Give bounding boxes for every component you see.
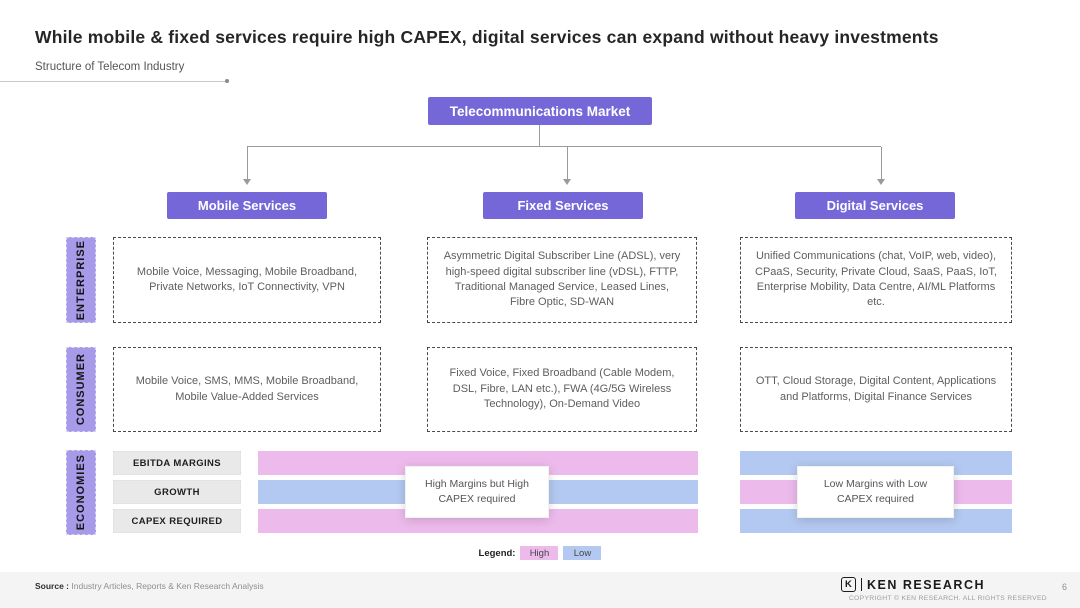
row-label-enterprise: ENTERPRISE: [66, 237, 96, 323]
brand-divider: [860, 578, 862, 591]
connector-fixed-stem: [567, 147, 568, 179]
arrow-down-icon: [877, 179, 885, 185]
metric-label-ebitda-margins: EBITDA MARGINS: [113, 451, 241, 475]
column-header-digital-services: Digital Services: [795, 192, 955, 219]
connector-branch-line: [247, 146, 881, 147]
legend: Legend: High Low: [0, 546, 1080, 560]
source-text: Industry Articles, Reports & Ken Researc…: [69, 581, 264, 591]
slide-subtitle: Structure of Telecom Industry: [35, 61, 185, 73]
mobile-fixed-economies-note: High Margins but High CAPEX required: [405, 466, 549, 518]
page-title: While mobile & fixed services require hi…: [35, 27, 939, 47]
brand-name: KEN RESEARCH: [866, 577, 985, 592]
row-label-consumer: CONSUMER: [66, 347, 96, 432]
arrow-down-icon: [243, 179, 251, 185]
column-header-mobile-services: Mobile Services: [167, 192, 327, 219]
enterprise-mobile-cell: Mobile Voice, Messaging, Mobile Broadban…: [113, 237, 381, 323]
page-number: 6: [1061, 582, 1067, 592]
row-label-economies: ECONOMIES: [66, 450, 96, 535]
row-label-consumer-text: CONSUMER: [75, 353, 87, 426]
source-note: Source : Industry Articles, Reports & Ke…: [35, 581, 264, 591]
subtitle-underline: [0, 81, 226, 82]
arrow-down-icon: [563, 179, 571, 185]
digital-economies-note: Low Margins with Low CAPEX required: [797, 466, 954, 518]
metric-label-capex-required: CAPEX REQUIRED: [113, 509, 241, 533]
brand-logo: K KEN RESEARCH: [840, 577, 985, 592]
connector-mobile-stem: [247, 147, 248, 179]
legend-chip-high: High: [520, 546, 559, 560]
subtitle-underline-dot: [225, 79, 229, 83]
column-header-fixed-services: Fixed Services: [483, 192, 643, 219]
legend-label: Legend:: [478, 547, 516, 559]
consumer-fixed-cell: Fixed Voice, Fixed Broadband (Cable Mode…: [427, 347, 697, 432]
footer: Source : Industry Articles, Reports & Ke…: [0, 572, 1080, 608]
consumer-digital-cell: OTT, Cloud Storage, Digital Content, App…: [740, 347, 1012, 432]
connector-digital-stem: [881, 147, 882, 179]
legend-chip-low: Low: [563, 546, 602, 560]
ken-research-k-icon: K: [840, 577, 856, 592]
connector-root-stem: [539, 125, 540, 146]
row-label-economies-text: ECONOMIES: [75, 454, 87, 531]
consumer-mobile-cell: Mobile Voice, SMS, MMS, Mobile Broadband…: [113, 347, 381, 432]
copyright-text: COPYRIGHT © KEN RESEARCH. ALL RIGHTS RES…: [848, 595, 1047, 602]
root-node-telecom-market: Telecommunications Market: [428, 97, 652, 125]
source-label: Source :: [35, 581, 70, 591]
metric-label-growth: GROWTH: [113, 480, 241, 504]
enterprise-fixed-cell: Asymmetric Digital Subscriber Line (ADSL…: [427, 237, 697, 323]
enterprise-digital-cell: Unified Communications (chat, VoIP, web,…: [740, 237, 1012, 323]
row-label-enterprise-text: ENTERPRISE: [75, 239, 87, 321]
